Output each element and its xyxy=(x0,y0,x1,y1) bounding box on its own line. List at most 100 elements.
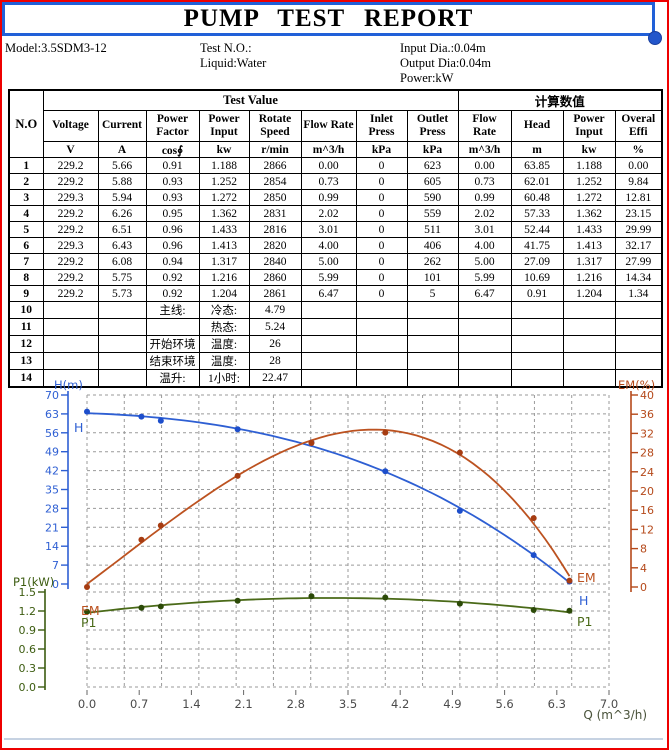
x-axis-tick-label: 3.5 xyxy=(339,697,357,711)
page-title: PUMP TEST REPORT xyxy=(183,5,474,32)
table-cell: 229.2 xyxy=(42,157,99,174)
unit-header: cos∮ xyxy=(145,141,200,158)
table-cell: 0.00 xyxy=(614,157,663,174)
table-row: 8 229.2 5.75 0.92 1.216 2860 5.99 0 101 5.99 10.69… xyxy=(8,269,663,286)
table-cell: 0.99 xyxy=(300,189,357,206)
table-cell: 229.2 xyxy=(42,173,99,190)
table-cell: 1.34 xyxy=(614,285,663,302)
table-cell xyxy=(42,301,99,319)
no-header: N.O xyxy=(8,89,44,158)
column-header: Rotate Speed xyxy=(248,110,302,142)
row-number: 6 xyxy=(8,237,44,254)
table-cell: 0 xyxy=(355,173,408,190)
table-cell: 1.433 xyxy=(198,221,250,238)
table-cell: 热态: xyxy=(198,318,250,336)
table-cell: 6.47 xyxy=(457,285,512,302)
row-number: 1 xyxy=(8,157,44,174)
table-cell: 229.2 xyxy=(42,285,99,302)
selection-handle-icon[interactable] xyxy=(648,31,662,45)
table-cell: 0.93 xyxy=(145,189,200,206)
row-number: 7 xyxy=(8,253,44,270)
table-cell: 4.00 xyxy=(300,237,357,254)
h-axis-tick-label: 28 xyxy=(45,502,59,515)
table-cell: 5.75 xyxy=(97,269,147,286)
table-cell: 6.26 xyxy=(97,205,147,222)
p1-axis-tick-label: 1.2 xyxy=(19,605,37,618)
table-cell: 1.317 xyxy=(562,253,616,270)
unit-header: kPa xyxy=(406,141,459,158)
column-header: Flow Rate xyxy=(457,110,512,142)
p1-data-point xyxy=(234,597,241,604)
em-axis-tick-label: 24 xyxy=(640,466,654,479)
test-no-field: Test N.O.: xyxy=(200,41,252,55)
h-axis-tick-label: 70 xyxy=(45,389,59,402)
unit-header: % xyxy=(614,141,663,158)
table-row: 3 229.3 5.94 0.93 1.272 2850 0.99 0 590 0.99 60.48… xyxy=(8,189,663,206)
table-cell: 0.91 xyxy=(145,157,200,174)
table-cell: 27.99 xyxy=(614,253,663,270)
table-cell: 41.75 xyxy=(510,237,564,254)
table-cell: 229.3 xyxy=(42,189,99,206)
p1-data-point xyxy=(308,593,315,600)
x-axis-tick-label: 1.4 xyxy=(182,697,200,711)
table-cell xyxy=(614,301,663,319)
h-axis-tick-label: 49 xyxy=(45,446,59,459)
table-cell: 1.204 xyxy=(562,285,616,302)
h-axis-tick-label: 42 xyxy=(45,465,59,478)
table-cell: 1.272 xyxy=(198,189,250,206)
h-data-point xyxy=(138,413,145,420)
row-number: 4 xyxy=(8,205,44,222)
table-cell: 5.99 xyxy=(457,269,512,286)
table-cell: 1.362 xyxy=(562,205,616,222)
p1-data-point xyxy=(84,608,90,615)
table-row: 12 开始环境 温度: 26 xyxy=(8,335,663,353)
table-cell: 229.2 xyxy=(42,205,99,222)
em-axis-tick-label: 8 xyxy=(640,543,647,556)
table-cell: 1.413 xyxy=(198,237,250,254)
table-cell: 0 xyxy=(355,253,408,270)
table-cell: 0.93 xyxy=(145,173,200,190)
table-cell: 2.02 xyxy=(300,205,357,222)
h-axis-tick-label: 0 xyxy=(52,578,59,591)
unit-header: A xyxy=(97,141,147,158)
table-cell: 2820 xyxy=(248,237,302,254)
table-cell: 26 xyxy=(248,335,302,353)
p1-axis-tick-label: 0.3 xyxy=(19,662,37,675)
h-data-point xyxy=(456,507,463,514)
table-cell: 0.99 xyxy=(457,189,512,206)
h-axis-tick-label: 14 xyxy=(45,540,59,553)
x-axis-tick-label: 5.6 xyxy=(495,697,513,711)
table-cell: 3.01 xyxy=(300,221,357,238)
row-number: 13 xyxy=(8,352,44,370)
table-row: 9 229.2 5.73 0.92 1.204 2861 6.47 0 5 6.47 0.91 1.2… xyxy=(8,285,663,302)
table-cell xyxy=(510,318,564,336)
em-data-point xyxy=(382,429,389,436)
table-cell: 1.216 xyxy=(198,269,250,286)
em-axis-tick-label: 16 xyxy=(640,504,654,517)
table-cell: 温度: xyxy=(198,335,250,353)
table-cell: 2866 xyxy=(248,157,302,174)
p1-data-point xyxy=(456,600,463,607)
table-cell: 0 xyxy=(355,157,408,174)
table-cell: 605 xyxy=(406,173,459,190)
unit-header: kw xyxy=(198,141,250,158)
table-cell: 511 xyxy=(406,221,459,238)
table-cell: 0 xyxy=(355,205,408,222)
table-cell: 2860 xyxy=(248,269,302,286)
table-cell: 2831 xyxy=(248,205,302,222)
h-curve-label: H xyxy=(579,593,588,608)
p1-axis-tick-label: 0.9 xyxy=(19,624,37,637)
p1-axis-tick-label: 0.6 xyxy=(19,643,37,656)
table-cell: 0.91 xyxy=(510,285,564,302)
p1-data-point xyxy=(382,594,389,601)
em-axis-tick-label: 32 xyxy=(640,427,654,440)
table-cell: 1小时: xyxy=(198,369,250,388)
h-data-point xyxy=(157,417,164,424)
x-axis-tick-label: 4.9 xyxy=(443,697,461,711)
p1-curve-label: P1 xyxy=(577,614,593,629)
table-cell xyxy=(457,318,512,336)
table-cell: 0.92 xyxy=(145,285,200,302)
h-axis-tick-label: 35 xyxy=(45,484,59,497)
em-data-point xyxy=(530,515,537,522)
table-cell xyxy=(562,318,616,336)
